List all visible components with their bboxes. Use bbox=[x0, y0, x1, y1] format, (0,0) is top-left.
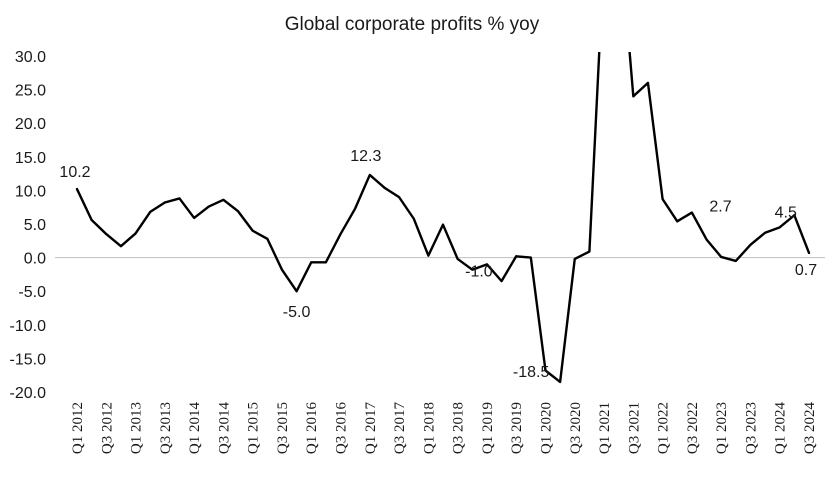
x-tick-label: Q1 2021 bbox=[597, 402, 613, 454]
data-label: -1.0 bbox=[465, 263, 493, 280]
y-tick-label: -10.0 bbox=[10, 318, 47, 335]
series-line bbox=[75, 52, 811, 384]
y-tick-label: 20.0 bbox=[15, 116, 46, 133]
x-tick-label: Q3 2014 bbox=[216, 402, 232, 455]
x-tick-label: Q1 2016 bbox=[304, 402, 320, 455]
data-label: -5.0 bbox=[283, 304, 311, 321]
x-tick-label: Q1 2018 bbox=[421, 402, 437, 454]
y-tick-label: -15.0 bbox=[10, 351, 47, 368]
y-tick-label: 25.0 bbox=[15, 83, 46, 100]
x-tick-label: Q3 2022 bbox=[685, 402, 701, 454]
x-tick-label: Q3 2019 bbox=[509, 402, 525, 454]
data-label: -18.5 bbox=[513, 364, 550, 381]
x-tick-label: Q1 2024 bbox=[773, 402, 789, 455]
x-tick-label: Q3 2018 bbox=[451, 402, 467, 454]
x-tick-label: Q3 2021 bbox=[626, 402, 642, 454]
x-tick-label: Q3 2017 bbox=[392, 402, 408, 455]
x-tick-label: Q1 2013 bbox=[129, 402, 145, 454]
y-tick-label: 0.0 bbox=[24, 251, 46, 268]
chart-title: Global corporate profits % yoy bbox=[285, 14, 540, 35]
y-tick-label: -20.0 bbox=[10, 385, 47, 402]
x-axis: Q1 2012 Q3 2012 Q1 2013 Q3 2013 Q1 2014 Q3 20… bbox=[70, 402, 818, 455]
x-tick-label: Q3 2020 bbox=[568, 402, 584, 454]
x-tick-label: Q1 2020 bbox=[538, 402, 554, 454]
x-tick-label: Q1 2023 bbox=[714, 402, 730, 454]
x-tick-label: Q1 2014 bbox=[187, 402, 203, 455]
x-tick-label: Q1 2012 bbox=[70, 402, 86, 454]
x-tick-label: Q3 2015 bbox=[275, 402, 291, 454]
y-tick-label: 5.0 bbox=[24, 217, 46, 234]
y-axis: 30.0 25.0 20.0 15.0 10.0 5.0 0.0 -5.0 -10.0 -15.0… bbox=[10, 49, 47, 402]
data-label: 12.3 bbox=[350, 148, 381, 165]
x-tick-label: Q3 2023 bbox=[743, 402, 759, 454]
data-label: 4.5 bbox=[775, 204, 797, 221]
x-tick-label: Q3 2024 bbox=[802, 402, 818, 455]
data-points bbox=[76, 51, 810, 383]
x-tick-label: Q1 2015 bbox=[246, 402, 262, 454]
x-tick-label: Q3 2012 bbox=[99, 402, 115, 454]
x-tick-label: Q1 2022 bbox=[656, 402, 672, 454]
data-label: 10.2 bbox=[59, 164, 90, 181]
data-label: 0.7 bbox=[795, 262, 817, 279]
y-tick-label: 30.0 bbox=[15, 49, 46, 66]
x-tick-label: Q1 2019 bbox=[480, 402, 496, 454]
series-line-group bbox=[75, 52, 811, 384]
x-tick-label: Q1 2017 bbox=[363, 402, 379, 455]
y-tick-label: -5.0 bbox=[18, 284, 46, 301]
x-tick-label: Q3 2016 bbox=[334, 402, 350, 455]
y-tick-label: 15.0 bbox=[15, 150, 46, 167]
x-tick-label: Q3 2013 bbox=[158, 402, 174, 454]
data-label: 2.7 bbox=[709, 198, 731, 215]
y-tick-label: 10.0 bbox=[15, 183, 46, 200]
data-labels: 10.2 -5.0 12.3 -1.0 -18.5 2.7 4.5 0.7 bbox=[59, 148, 817, 381]
